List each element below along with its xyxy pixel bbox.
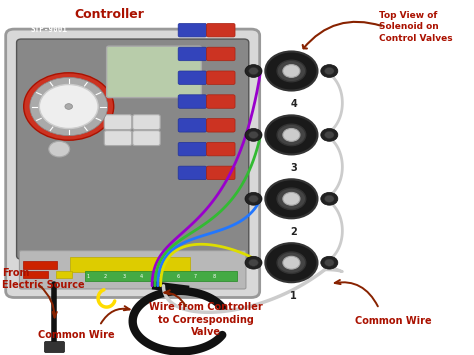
Circle shape	[65, 104, 73, 109]
FancyBboxPatch shape	[207, 142, 235, 156]
Text: 1: 1	[291, 291, 297, 301]
FancyBboxPatch shape	[207, 166, 235, 180]
Circle shape	[277, 252, 306, 273]
FancyBboxPatch shape	[178, 47, 207, 61]
FancyBboxPatch shape	[178, 71, 207, 84]
Circle shape	[277, 60, 306, 82]
FancyBboxPatch shape	[23, 271, 48, 278]
FancyBboxPatch shape	[178, 119, 207, 132]
Circle shape	[30, 77, 108, 136]
Text: 7: 7	[194, 274, 197, 279]
FancyBboxPatch shape	[178, 166, 207, 180]
Text: STP-900i: STP-900i	[31, 25, 68, 34]
Circle shape	[321, 192, 338, 205]
Circle shape	[321, 256, 338, 269]
Text: Top View of
Solenoid on
Control Valves: Top View of Solenoid on Control Valves	[379, 11, 453, 43]
FancyBboxPatch shape	[107, 46, 201, 98]
FancyBboxPatch shape	[56, 271, 72, 278]
Circle shape	[265, 115, 318, 154]
FancyBboxPatch shape	[178, 23, 207, 37]
Circle shape	[325, 195, 334, 202]
Circle shape	[249, 67, 258, 75]
Circle shape	[245, 192, 262, 205]
FancyBboxPatch shape	[23, 261, 57, 269]
FancyBboxPatch shape	[207, 71, 235, 84]
Circle shape	[325, 131, 334, 138]
Circle shape	[249, 131, 258, 138]
Text: Common Wire: Common Wire	[355, 316, 432, 326]
Text: Controller: Controller	[74, 8, 144, 21]
FancyBboxPatch shape	[207, 47, 235, 61]
FancyBboxPatch shape	[6, 29, 260, 297]
Circle shape	[325, 259, 334, 266]
Circle shape	[249, 259, 258, 266]
Circle shape	[283, 192, 300, 205]
Circle shape	[283, 129, 300, 141]
Text: 3: 3	[291, 163, 297, 173]
Circle shape	[265, 179, 318, 218]
Circle shape	[321, 129, 338, 141]
Text: 2: 2	[291, 227, 297, 237]
FancyBboxPatch shape	[133, 131, 160, 146]
Text: From
Electric Source: From Electric Source	[2, 268, 85, 290]
Text: 3: 3	[122, 274, 125, 279]
FancyBboxPatch shape	[178, 142, 207, 156]
Circle shape	[245, 256, 262, 269]
Circle shape	[245, 65, 262, 77]
Text: Common Wire: Common Wire	[37, 331, 114, 340]
FancyBboxPatch shape	[104, 115, 132, 130]
Text: 4: 4	[291, 99, 297, 109]
FancyBboxPatch shape	[104, 131, 132, 146]
Circle shape	[277, 124, 306, 146]
FancyBboxPatch shape	[17, 39, 249, 259]
FancyBboxPatch shape	[207, 119, 235, 132]
Circle shape	[283, 65, 300, 77]
Circle shape	[49, 141, 70, 157]
Circle shape	[24, 73, 114, 140]
FancyBboxPatch shape	[85, 271, 237, 281]
FancyBboxPatch shape	[207, 95, 235, 108]
FancyBboxPatch shape	[207, 23, 235, 37]
Text: 5: 5	[158, 274, 161, 279]
Text: 4: 4	[140, 274, 143, 279]
Text: 6: 6	[176, 274, 179, 279]
Circle shape	[325, 67, 334, 75]
FancyBboxPatch shape	[45, 342, 64, 353]
Circle shape	[265, 51, 318, 91]
Circle shape	[265, 243, 318, 282]
Circle shape	[277, 188, 306, 209]
FancyBboxPatch shape	[19, 251, 246, 289]
Circle shape	[39, 84, 98, 129]
Text: 8: 8	[212, 274, 215, 279]
Circle shape	[321, 65, 338, 77]
FancyBboxPatch shape	[178, 95, 207, 108]
Circle shape	[245, 129, 262, 141]
Circle shape	[249, 195, 258, 202]
Circle shape	[283, 256, 300, 269]
Text: 1: 1	[86, 274, 89, 279]
FancyBboxPatch shape	[133, 115, 160, 130]
FancyBboxPatch shape	[70, 257, 191, 272]
Text: 2: 2	[104, 274, 107, 279]
Text: Wire from Controller
to Corresponding
Valve: Wire from Controller to Corresponding Va…	[149, 302, 263, 337]
